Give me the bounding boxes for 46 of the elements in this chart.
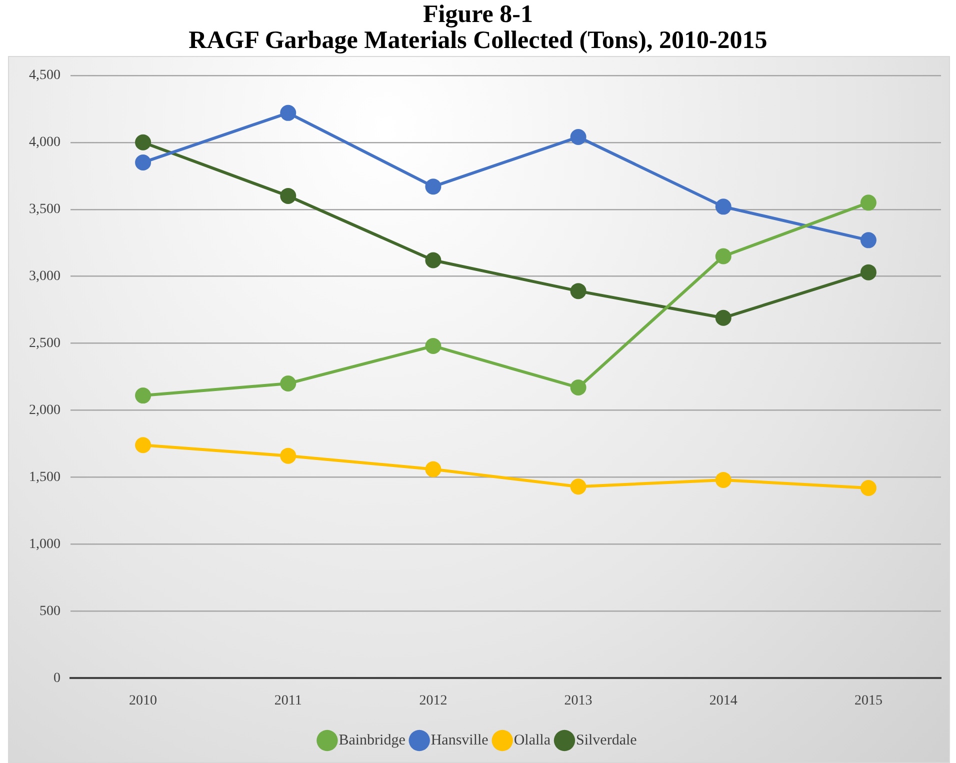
y-tick-label: 1,000 xyxy=(29,536,60,552)
y-tick-label: 4,500 xyxy=(29,68,60,84)
y-tick-label: 2,500 xyxy=(29,336,60,351)
x-tick-label: 2015 xyxy=(854,693,882,708)
point xyxy=(715,248,732,264)
y-tick-label: 4,000 xyxy=(29,135,60,150)
chart-title: Figure 8-1 xyxy=(422,1,534,28)
chart-subtitle: RAGF Garbage Materials Collected (Tons), 2010-2015 xyxy=(188,27,768,54)
point xyxy=(135,154,152,170)
x-tick-label: 2012 xyxy=(419,693,448,708)
point xyxy=(425,252,442,268)
y-tick-label: 1,500 xyxy=(29,470,60,485)
point xyxy=(280,448,296,464)
point xyxy=(715,472,732,488)
point xyxy=(715,198,732,215)
point xyxy=(425,338,442,354)
point xyxy=(280,376,296,392)
point xyxy=(570,380,586,396)
point xyxy=(425,461,442,478)
point xyxy=(135,388,152,404)
point xyxy=(860,194,876,211)
x-tick-label: 2010 xyxy=(129,693,158,708)
x-tick-label: 2011 xyxy=(274,693,302,708)
y-tick-label: 500 xyxy=(40,604,60,619)
point xyxy=(280,104,296,121)
point xyxy=(280,188,296,204)
point xyxy=(860,232,876,248)
point xyxy=(570,129,586,146)
point xyxy=(860,264,876,280)
y-tick-label: 3,000 xyxy=(29,269,60,284)
y-tick-label: 3,500 xyxy=(29,202,60,218)
point xyxy=(860,480,876,496)
point xyxy=(570,478,586,495)
point xyxy=(570,283,586,300)
y-tick-label: 0 xyxy=(54,670,60,686)
point xyxy=(425,178,442,195)
legend-label: Silverdale xyxy=(576,732,638,748)
y-tick-label: 2,000 xyxy=(29,402,60,418)
legend-label: Hansville xyxy=(430,732,489,748)
x-tick-label: 2013 xyxy=(564,693,592,708)
point xyxy=(715,310,732,326)
x-tick-label: 2014 xyxy=(709,693,738,708)
legend-label: Olalla xyxy=(514,732,551,748)
legend-label: Bainbridge xyxy=(338,732,406,748)
point xyxy=(135,134,152,150)
point xyxy=(135,437,152,454)
